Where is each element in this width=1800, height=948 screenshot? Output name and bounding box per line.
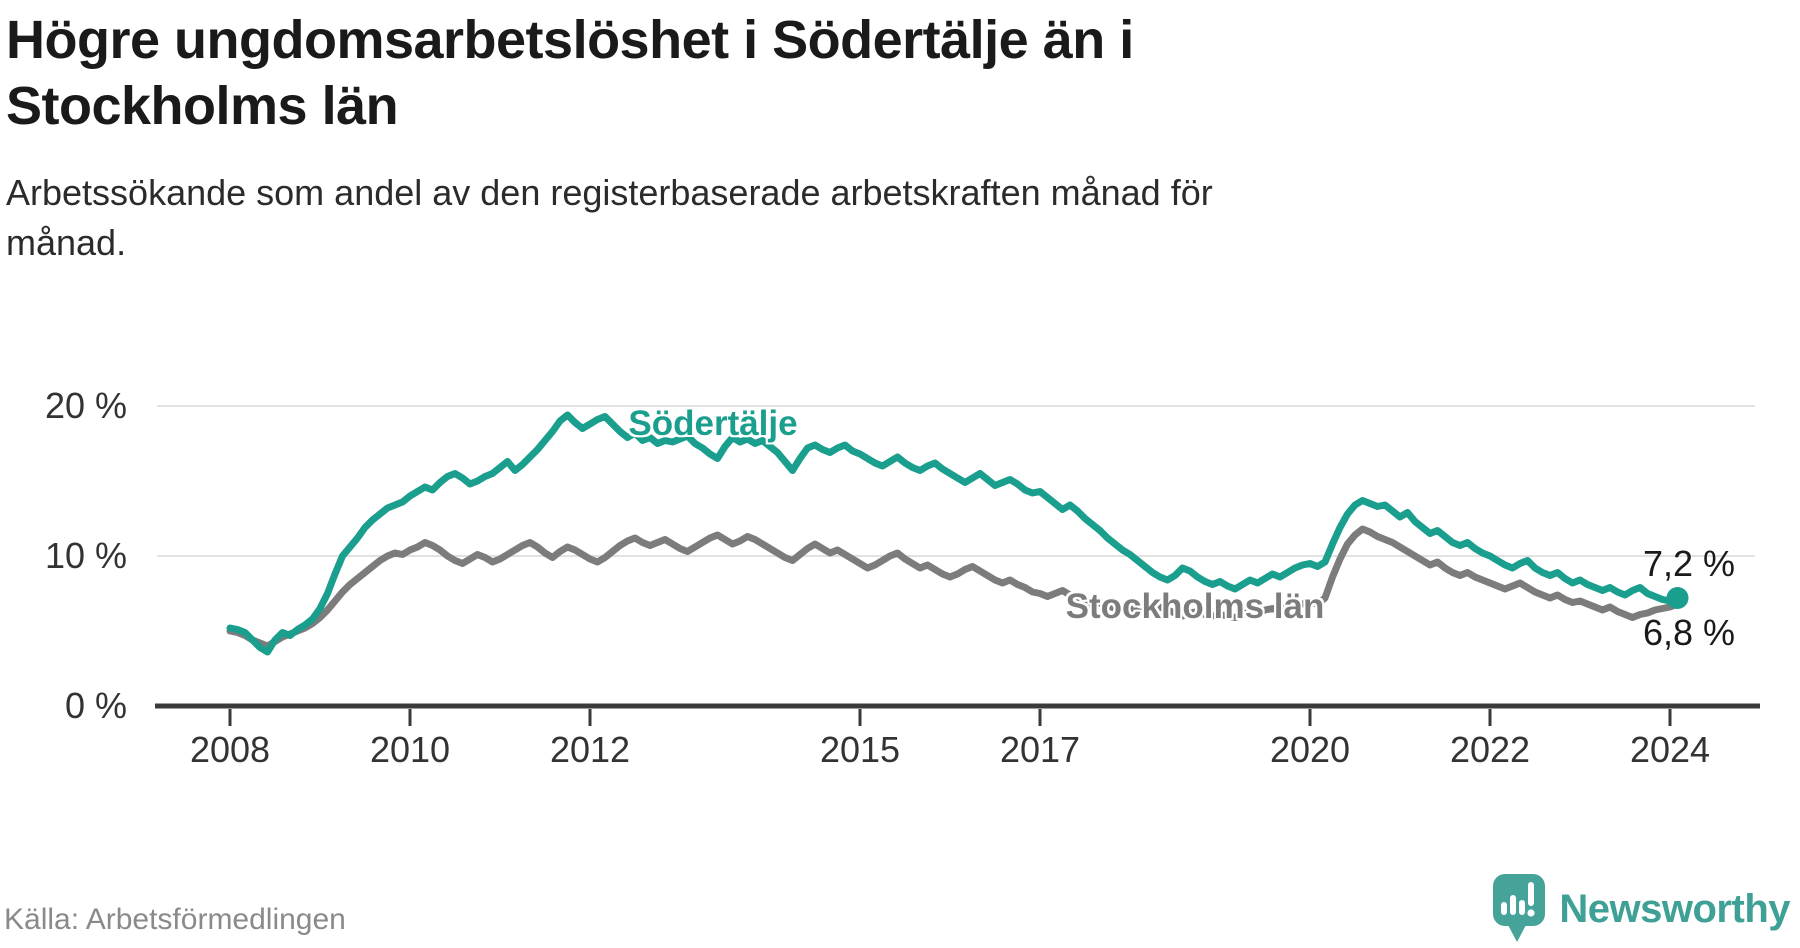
chart-subtitle: Arbetssökande som andel av den registerb…: [6, 172, 1213, 264]
endpoint-dot-sodertalje: [1666, 587, 1689, 609]
series-label-stockholm: Stockholms län: [1065, 587, 1325, 626]
x-tick-label-2010: 2010: [370, 729, 450, 770]
series-label-sodertalje: Södertälje: [628, 404, 798, 443]
end-value-label-stockholm: 6,8 %: [1642, 612, 1735, 653]
y-tick-label-20: 20 %: [45, 385, 127, 426]
end-value-label-sodertalje: 7,2 %: [1642, 543, 1735, 584]
x-tick-label-2017: 2017: [1000, 729, 1080, 770]
brand-name: Newsworthy: [1559, 886, 1790, 931]
x-tick-label-2015: 2015: [820, 729, 900, 770]
brand-logo: Newsworthy: [1493, 874, 1790, 944]
series-line-s-dert-lje: [226, 411, 1681, 656]
x-tick-label-2022: 2022: [1450, 729, 1530, 770]
x-tick-label-2020: 2020: [1270, 729, 1350, 770]
series-line-stockholms-l-n: [226, 525, 1681, 650]
y-tick-label-10: 10 %: [45, 535, 127, 576]
newsworthy-icon: [1493, 874, 1546, 942]
x-tick-label-2024: 2024: [1630, 729, 1710, 770]
x-tick-label-2008: 2008: [190, 729, 270, 770]
x-tick-label-2012: 2012: [550, 729, 630, 770]
page-title: Högre ungdomsarbetslöshet i Södertälje ä…: [6, 10, 1134, 136]
source-caption: Källa: Arbetsförmedlingen: [4, 903, 346, 936]
y-tick-label-0: 0 %: [65, 685, 127, 726]
